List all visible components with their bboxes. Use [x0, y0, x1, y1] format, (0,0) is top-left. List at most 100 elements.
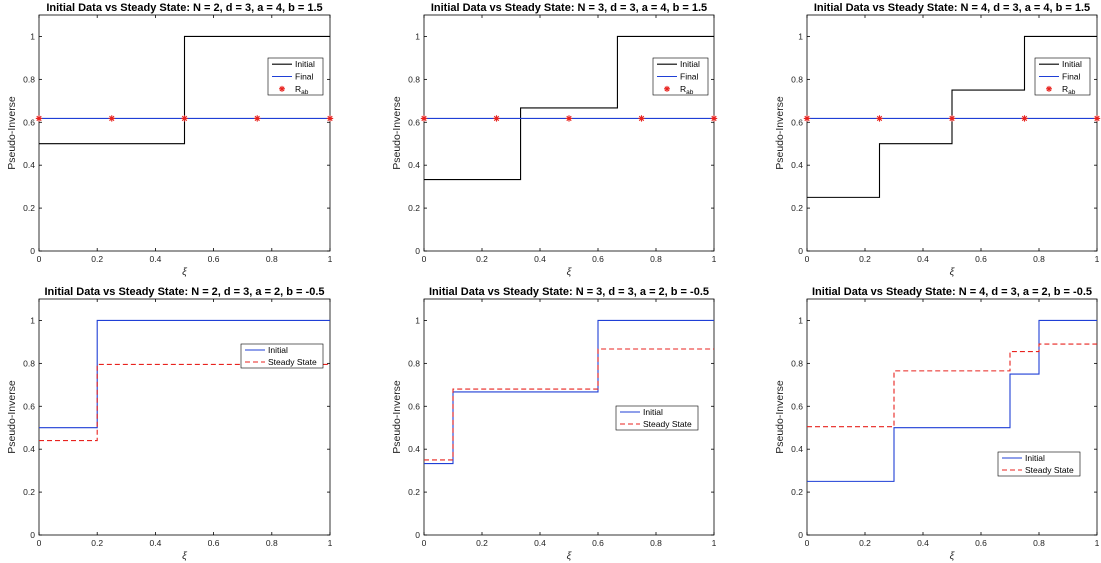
legend-box: [615, 405, 699, 431]
x-tick-label: 0.4: [534, 538, 546, 548]
y-tick-label: 1: [798, 315, 803, 325]
x-tick-label: 0.2: [91, 538, 103, 548]
x-axis-label: ξ: [182, 266, 188, 278]
x-axis-label: ξ: [950, 266, 956, 278]
y-tick-label: 1: [30, 31, 35, 41]
data-point-star: [493, 115, 500, 122]
data-point-star: [876, 115, 883, 122]
x-tick-label: 1: [328, 254, 333, 264]
plot-frame: [806, 14, 1098, 252]
chart-title: Initial Data vs Steady State: N = 4, d =…: [812, 286, 1092, 298]
x-axis-label: ξ: [567, 550, 573, 562]
x-tick-label: 0: [37, 254, 42, 264]
x-tick-label: 0.4: [917, 538, 929, 548]
x-tick-label: 0.6: [592, 538, 604, 548]
y-tick-label: 0.8: [23, 74, 35, 84]
data-point-star: [1093, 115, 1101, 122]
x-tick-label: 0.4: [534, 254, 546, 264]
x-tick-label: 1: [1095, 254, 1100, 264]
x-axis-label: ξ: [567, 266, 573, 278]
plot-frame: [806, 298, 1098, 536]
y-tick-label: 0.6: [408, 401, 420, 411]
plot-frame: [38, 14, 331, 252]
legend-label: Steady State: [643, 419, 692, 429]
x-tick-label: 0.2: [859, 538, 871, 548]
y-tick-label: 0.2: [408, 203, 420, 213]
legend-marker-star: [1046, 85, 1052, 92]
data-point-star: [1021, 115, 1028, 122]
y-tick-label: 0.6: [23, 117, 35, 127]
x-tick-label: 0.2: [859, 254, 871, 264]
chart-title: Initial Data vs Steady State: N = 2, d =…: [44, 286, 324, 298]
chart-title: Initial Data vs Steady State: N = 4, d =…: [814, 2, 1090, 14]
y-tick-label: 0.4: [791, 160, 803, 170]
x-tick-label: 1: [328, 538, 333, 548]
x-tick-label: 0.2: [476, 254, 488, 264]
x-tick-label: 0.2: [476, 538, 488, 548]
data-point-star: [803, 115, 811, 122]
legend-label: Steady State: [268, 357, 317, 367]
y-tick-label: 0.8: [23, 358, 35, 368]
chart-panel-2: Initial Data vs Steady State: N = 3, d =…: [391, 2, 718, 278]
x-tick-label: 0.6: [975, 538, 987, 548]
x-tick-label: 0.8: [650, 254, 662, 264]
data-point-star: [948, 115, 956, 122]
y-tick-label: 0.2: [791, 203, 803, 213]
x-tick-label: 1: [712, 254, 717, 264]
x-tick-label: 0.6: [592, 254, 604, 264]
data-point-star: [254, 115, 261, 122]
x-tick-label: 0.2: [91, 254, 103, 264]
y-axis-label: Pseudo-Inverse: [6, 96, 18, 170]
chart-panel-5: Initial Data vs Steady State: N = 3, d =…: [391, 286, 717, 562]
y-tick-label: 1: [415, 31, 420, 41]
legend-label: Final: [1062, 72, 1081, 82]
y-tick-label: 0.4: [23, 444, 35, 454]
y-tick-label: 1: [415, 315, 420, 325]
y-tick-label: 0.4: [791, 444, 803, 454]
legend-marker-star: [664, 85, 670, 92]
y-tick-label: 0.4: [408, 444, 420, 454]
legend-label: Initial: [295, 59, 315, 69]
x-tick-label: 0: [805, 254, 810, 264]
x-tick-label: 1: [712, 538, 717, 548]
y-tick-label: 0: [30, 530, 35, 540]
y-tick-label: 1: [30, 315, 35, 325]
legend: Initial Steady State: [615, 405, 699, 431]
data-point-star: [326, 115, 334, 122]
x-tick-label: 0.4: [149, 538, 161, 548]
x-tick-label: 0: [37, 538, 42, 548]
chart-title: Initial Data vs Steady State: N = 3, d =…: [429, 286, 709, 298]
x-tick-label: 0.4: [149, 254, 161, 264]
data-point-star: [108, 115, 115, 122]
plot-frame: [423, 298, 715, 536]
x-tick-label: 0.6: [975, 254, 987, 264]
y-tick-label: 0.4: [408, 160, 420, 170]
legend: Initial Steady State: [240, 343, 324, 369]
y-tick-label: 0.2: [23, 203, 35, 213]
legend-label: Initial: [1025, 453, 1045, 463]
legend-label: Initial: [680, 59, 700, 69]
chart-title: Initial Data vs Steady State: N = 2, d =…: [46, 2, 322, 14]
x-tick-label: 0.6: [208, 538, 220, 548]
y-axis-label: Pseudo-Inverse: [391, 96, 403, 170]
y-axis-label: Pseudo-Inverse: [6, 380, 18, 454]
series-line-initial: [807, 319, 1097, 482]
x-axis-label: ξ: [182, 550, 188, 562]
x-tick-label: 0.6: [208, 254, 220, 264]
chart-panel-4: Initial Data vs Steady State: N = 2, d =…: [6, 286, 333, 562]
y-tick-label: 0.2: [408, 487, 420, 497]
x-tick-label: 0.4: [917, 254, 929, 264]
y-tick-label: 0.2: [23, 487, 35, 497]
y-tick-label: 0.6: [791, 401, 803, 411]
chart-panel-6: Initial Data vs Steady State: N = 4, d =…: [774, 286, 1100, 562]
y-tick-label: 0.6: [408, 117, 420, 127]
y-tick-label: 0.4: [23, 160, 35, 170]
x-tick-label: 0.8: [266, 254, 278, 264]
chart-panel-3: Initial Data vs Steady State: N = 4, d =…: [774, 2, 1101, 278]
y-tick-label: 0.8: [408, 74, 420, 84]
y-tick-label: 0: [798, 530, 803, 540]
x-tick-label: 1: [1095, 538, 1100, 548]
